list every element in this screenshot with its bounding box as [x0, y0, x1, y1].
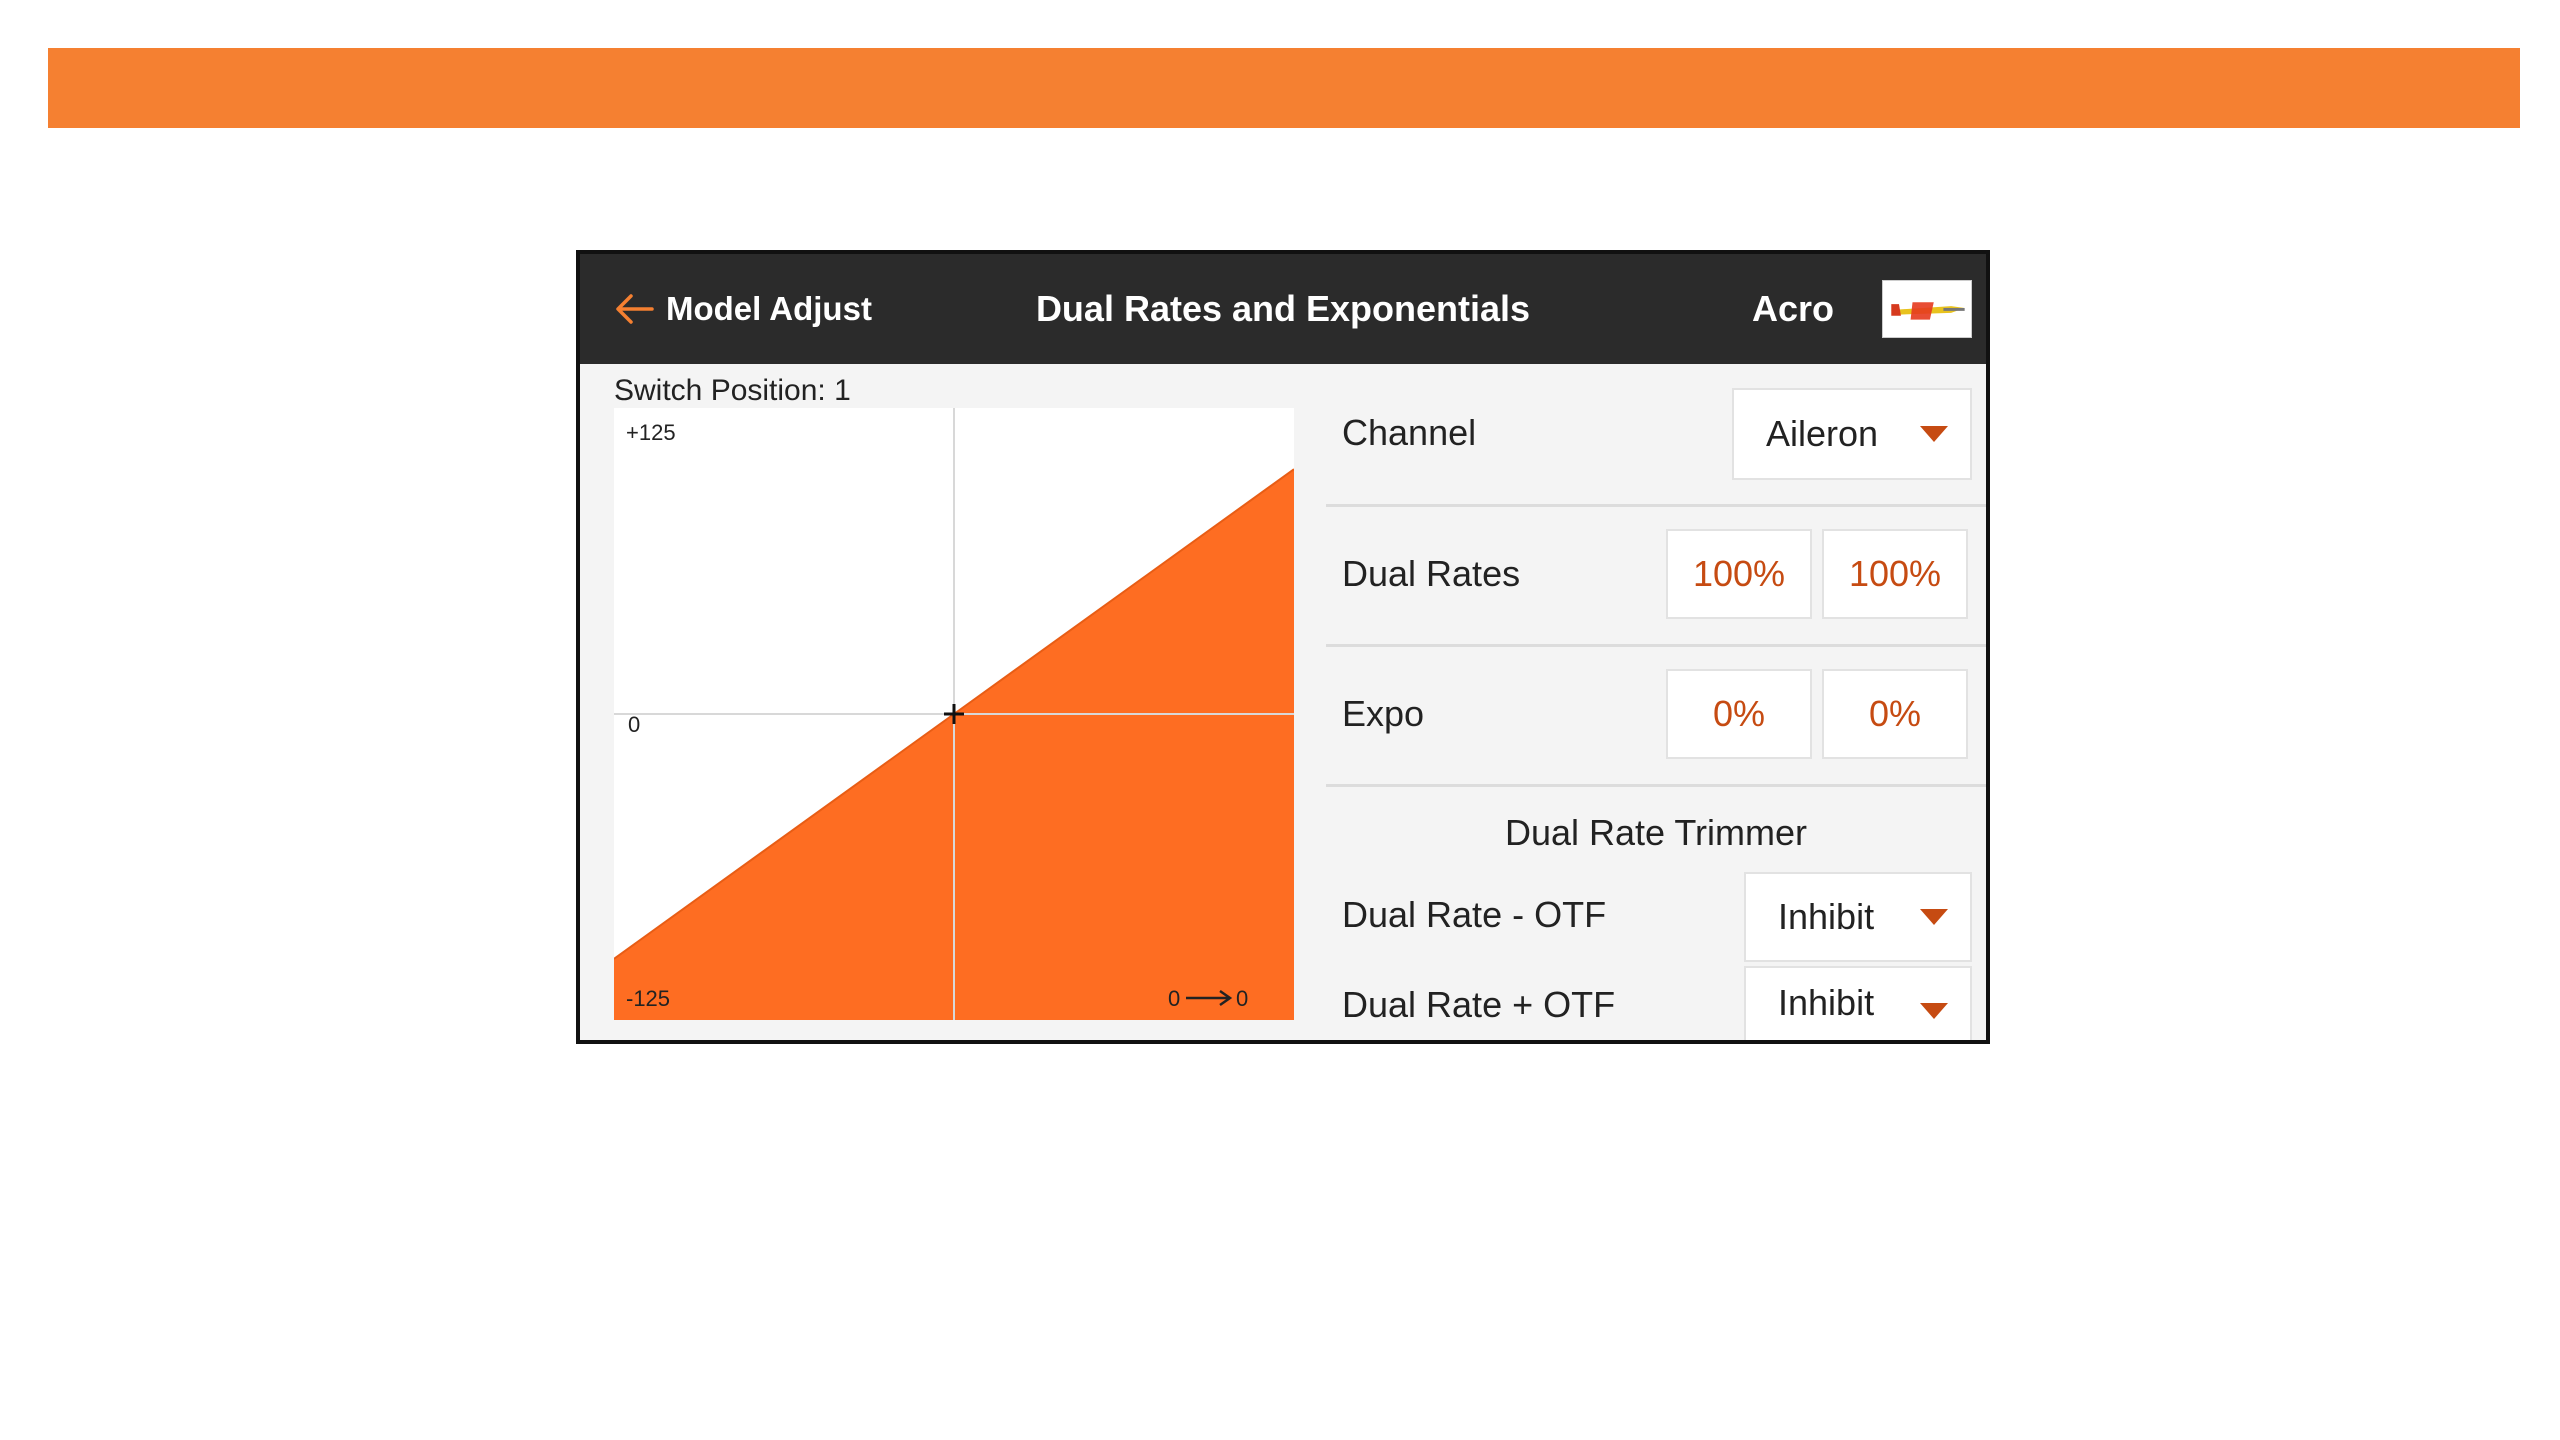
dual-rate-plus-otf-dropdown[interactable]: Inhibit — [1744, 966, 1972, 1040]
channel-value: Aileron — [1766, 413, 1879, 454]
divider — [1326, 504, 1986, 507]
dual-rate-value-2[interactable]: 100% — [1822, 529, 1968, 619]
dual-rate-plus-otf-row: Dual Rate + OTF Inhibit — [1326, 964, 1986, 1040]
dual-rates-label: Dual Rates — [1342, 553, 1521, 594]
back-button[interactable]: Model Adjust — [614, 254, 872, 364]
divider — [1326, 644, 1986, 647]
model-name[interactable]: Acro — [1752, 288, 1835, 329]
divider — [1326, 784, 1986, 787]
readout-output-value: 0 — [1236, 986, 1248, 1011]
dual-rate-minus-otf-row: Dual Rate - OTF Inhibit — [1326, 864, 1986, 964]
dual-rate-plus-otf-value: Inhibit — [1778, 982, 1875, 1023]
crosshair-marker — [944, 704, 964, 724]
caret-down-icon — [1920, 909, 1948, 925]
app-header: Model Adjust Dual Rates and Exponentials… — [580, 254, 1986, 364]
dual-rate-plus-otf-label: Dual Rate + OTF — [1342, 984, 1616, 1025]
top-banner — [48, 48, 2520, 128]
dual-rate-minus-otf-dropdown[interactable]: Inhibit — [1744, 872, 1972, 962]
readout-arrow-icon — [1186, 989, 1233, 1007]
channel-dropdown[interactable]: Aileron — [1732, 388, 1972, 480]
airplane-icon[interactable] — [1882, 280, 1972, 338]
section-title: Dual Rate Trimmer — [1504, 812, 1808, 853]
dual-rates-row: Dual Rates 100% 100% — [1326, 507, 1986, 644]
dual-rate-minus-otf-value: Inhibit — [1778, 896, 1875, 937]
channel-label: Channel — [1342, 412, 1477, 453]
back-label: Model Adjust — [666, 290, 872, 327]
readout-input-value: 0 — [1168, 986, 1180, 1011]
expo-row: Expo 0% 0% — [1326, 647, 1986, 784]
y-axis-mid-label: 0 — [628, 712, 640, 737]
back-arrow-icon — [616, 294, 654, 324]
transmitter-screen: Model Adjust Dual Rates and Exponentials… — [576, 250, 1990, 1044]
expo-label: Expo — [1342, 693, 1425, 734]
channel-row: Channel Aileron — [1326, 364, 1986, 504]
settings-panel: Channel Aileron Dual Rates 100% 100% Exp… — [1326, 364, 1986, 1040]
dual-rate-minus-otf-label: Dual Rate - OTF — [1342, 894, 1607, 935]
dual-rate-value-1[interactable]: 100% — [1666, 529, 1812, 619]
rate-curve-graph[interactable]: +125 0 -125 0 0 — [614, 408, 1294, 1020]
expo-value-1[interactable]: 0% — [1666, 669, 1812, 759]
caret-down-icon — [1920, 1003, 1948, 1019]
expo-value-2[interactable]: 0% — [1822, 669, 1968, 759]
curve-panel: Switch Position: 1 +125 0 -125 0 0 — [580, 364, 1318, 1040]
caret-down-icon — [1920, 426, 1948, 442]
switch-position-label: Switch Position: 1 — [614, 374, 851, 407]
y-axis-bottom-label: -125 — [626, 986, 670, 1011]
y-axis-top-label: +125 — [626, 420, 676, 445]
banner-bar — [48, 48, 2520, 128]
